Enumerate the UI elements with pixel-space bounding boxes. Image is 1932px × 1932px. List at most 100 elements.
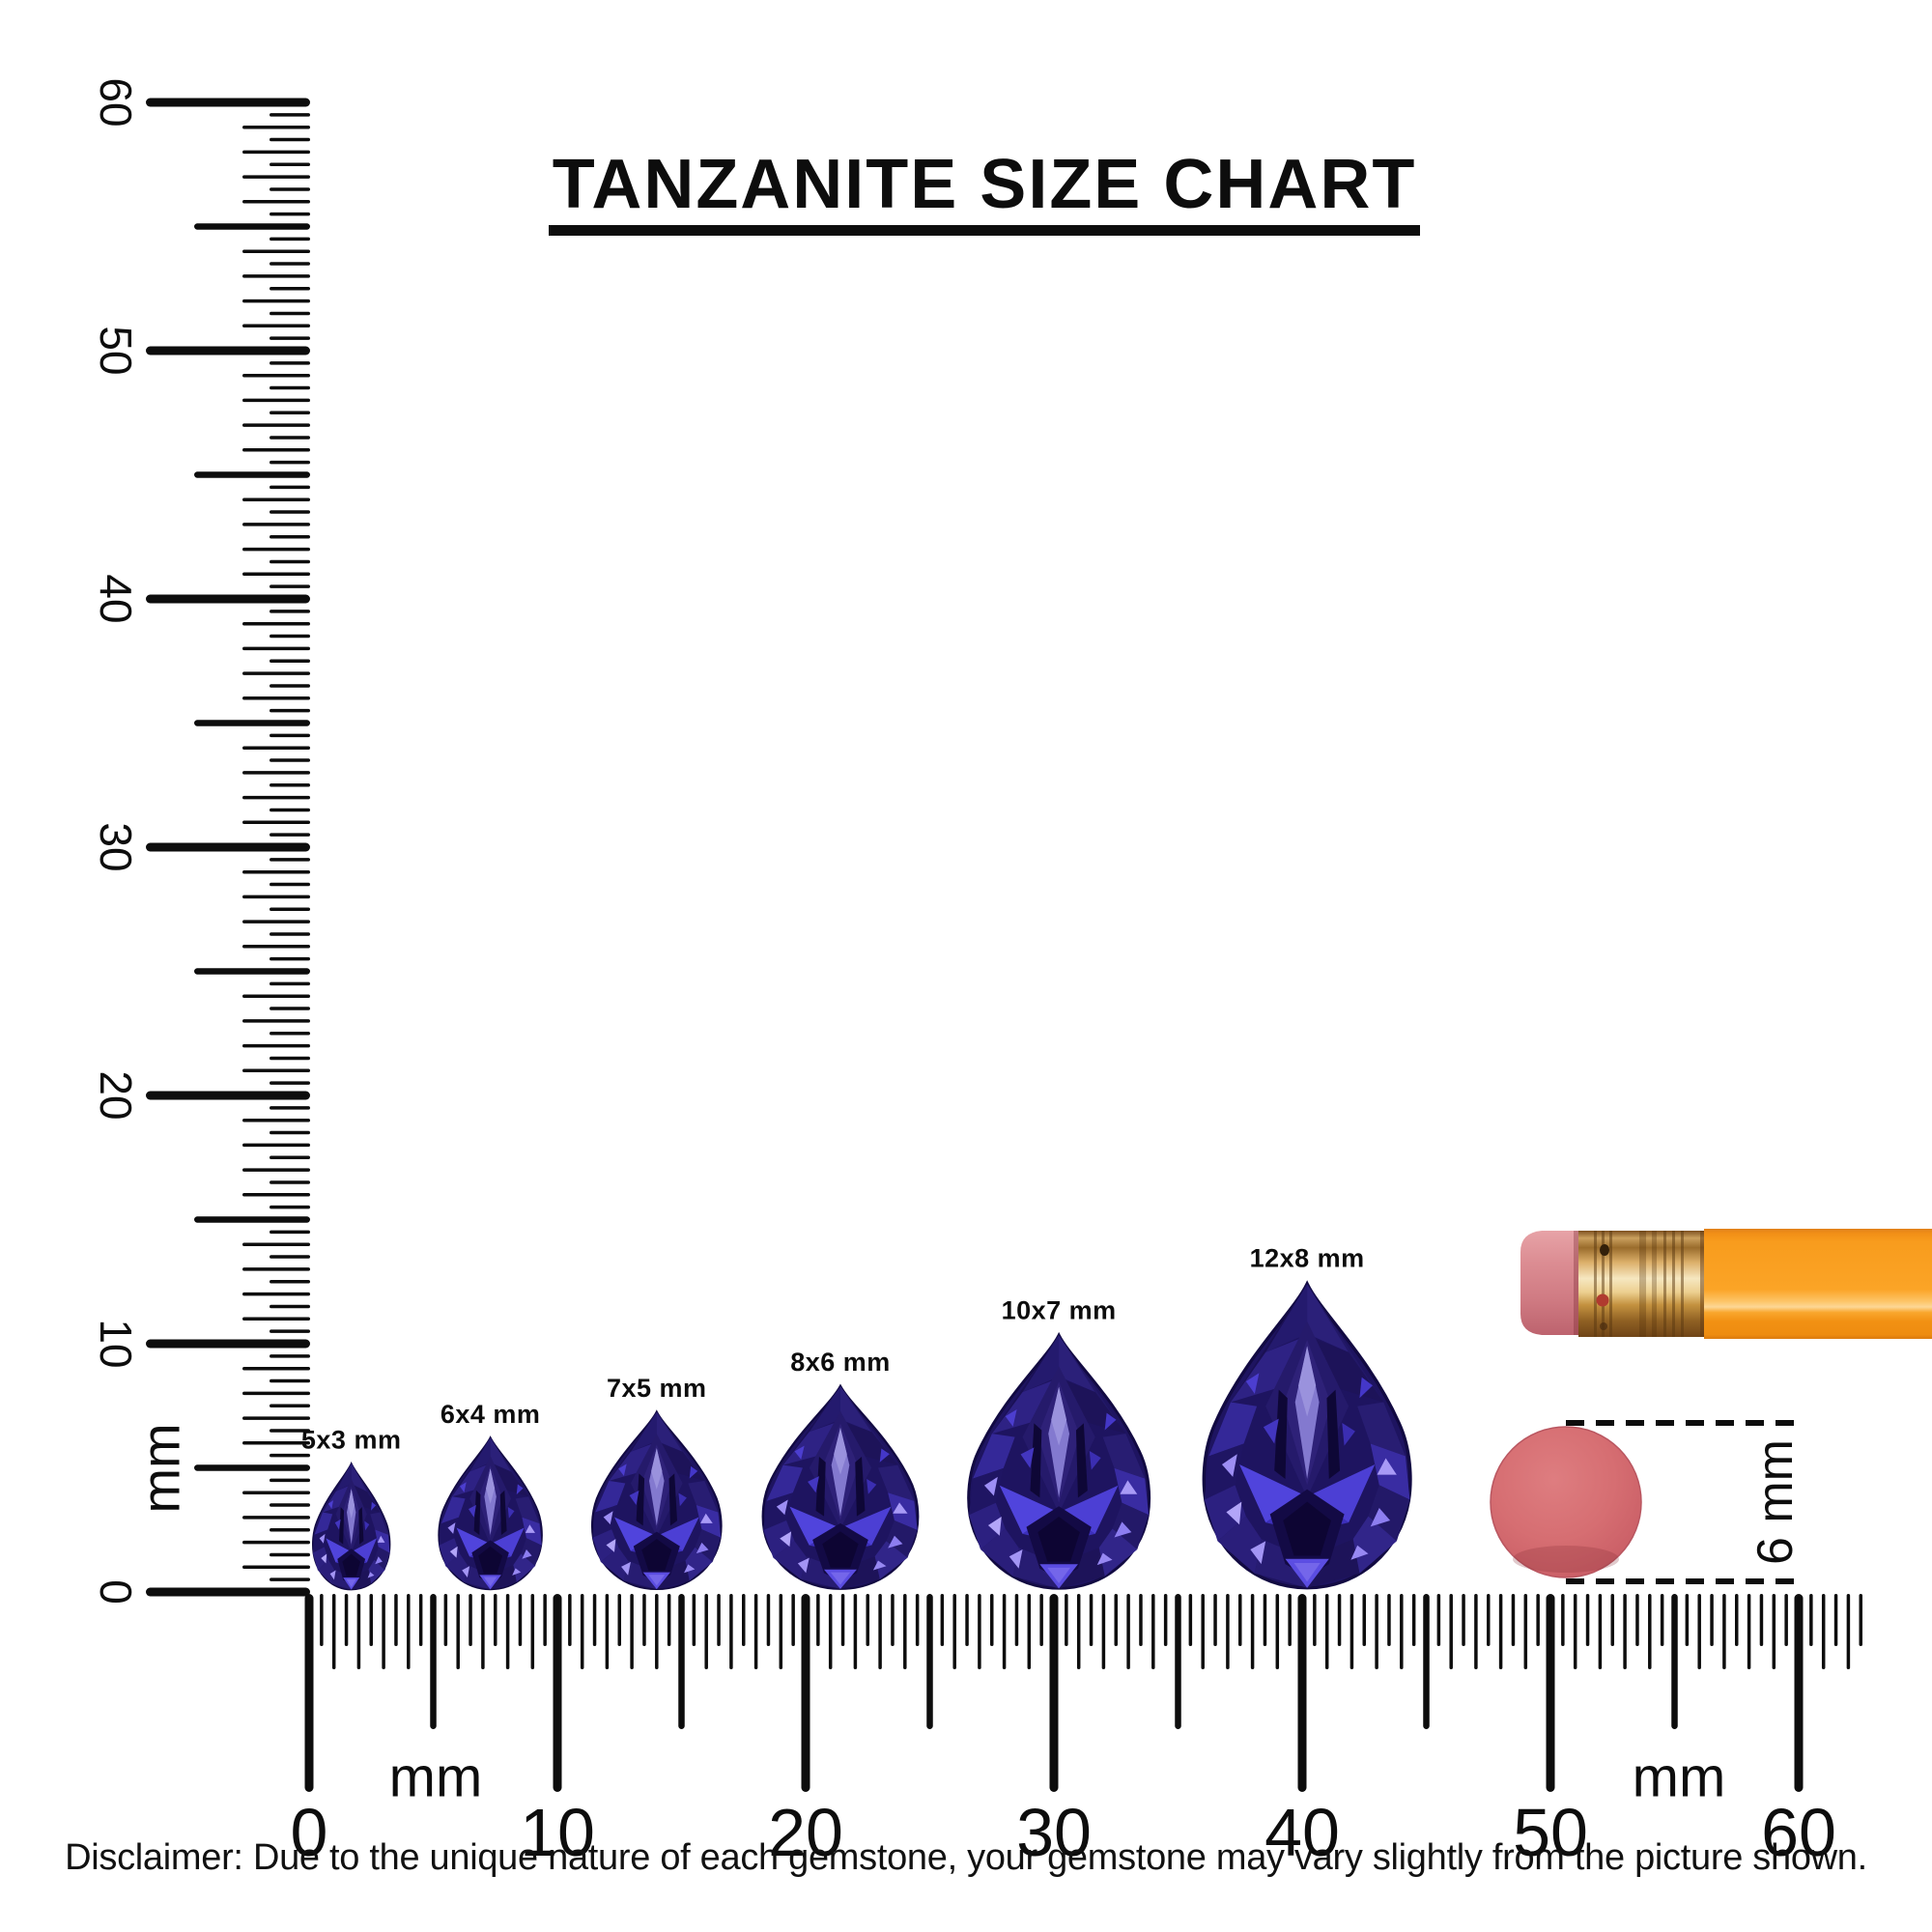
v-tick bbox=[242, 1516, 310, 1520]
h-tick bbox=[344, 1594, 349, 1646]
h-tick bbox=[801, 1594, 810, 1792]
v-tick bbox=[270, 684, 310, 688]
v-tick bbox=[242, 1267, 310, 1271]
v-tick bbox=[242, 869, 310, 874]
h-tick bbox=[568, 1594, 572, 1646]
v-ruler-number: 30 bbox=[91, 822, 141, 871]
v-tick bbox=[270, 1230, 310, 1235]
v-tick bbox=[242, 771, 310, 775]
gem-group bbox=[311, 1282, 1412, 1591]
ferrule-rivet-dark bbox=[1600, 1244, 1609, 1256]
gem-size-label: 12x8 mm bbox=[1250, 1244, 1365, 1273]
h-tick bbox=[1337, 1594, 1342, 1646]
h-tick bbox=[655, 1594, 659, 1669]
v-ruler-number: 40 bbox=[91, 574, 141, 623]
v-tick bbox=[270, 634, 310, 639]
h-tick bbox=[1188, 1594, 1193, 1646]
gem-size-label: 10x7 mm bbox=[1002, 1295, 1117, 1324]
h-tick bbox=[667, 1594, 671, 1646]
v-tick bbox=[242, 175, 310, 179]
v-tick bbox=[242, 448, 310, 452]
h-ruler-number: 40 bbox=[1264, 1795, 1340, 1870]
h-tick bbox=[605, 1594, 610, 1669]
h-tick bbox=[1671, 1594, 1678, 1729]
h-tick bbox=[1175, 1594, 1181, 1729]
h-tick bbox=[418, 1594, 423, 1646]
h-tick bbox=[1288, 1594, 1292, 1646]
v-tick bbox=[194, 223, 310, 230]
h-tick bbox=[1697, 1594, 1701, 1669]
h-tick bbox=[1536, 1594, 1540, 1646]
h-ruler-number: 60 bbox=[1761, 1795, 1836, 1870]
v-tick bbox=[194, 1464, 310, 1471]
h-tick bbox=[456, 1594, 460, 1669]
v-tick bbox=[242, 646, 310, 651]
v-tick bbox=[242, 994, 310, 998]
h-tick bbox=[1585, 1594, 1590, 1646]
v-tick bbox=[146, 98, 310, 107]
page-title-text: TANZANITE SIZE CHART bbox=[548, 150, 1421, 236]
v-tick bbox=[270, 1453, 310, 1458]
h-tick bbox=[1635, 1594, 1639, 1646]
gem-pear-shape bbox=[967, 1333, 1151, 1590]
v-tick bbox=[270, 1304, 310, 1309]
gem-pear-shape bbox=[761, 1384, 920, 1591]
h-tick bbox=[866, 1594, 869, 1646]
v-tick bbox=[270, 1056, 310, 1061]
h-tick bbox=[1263, 1594, 1267, 1646]
v-tick bbox=[242, 1391, 310, 1396]
h-tick bbox=[1027, 1594, 1032, 1669]
h-tick bbox=[692, 1594, 696, 1646]
h-tick bbox=[1710, 1594, 1714, 1646]
v-tick bbox=[242, 398, 310, 403]
h-tick bbox=[1114, 1594, 1118, 1646]
h-tick bbox=[1648, 1594, 1652, 1669]
h-tick bbox=[1126, 1594, 1130, 1669]
gem-7x5mm bbox=[590, 1410, 723, 1591]
v-tick bbox=[242, 1441, 310, 1445]
h-tick bbox=[304, 1594, 314, 1792]
v-tick bbox=[270, 336, 310, 340]
v-tick bbox=[270, 1378, 310, 1383]
h-tick bbox=[580, 1594, 584, 1669]
v-tick bbox=[270, 783, 310, 787]
v-tick bbox=[242, 895, 310, 899]
h-tick bbox=[1238, 1594, 1242, 1646]
h-tick bbox=[766, 1594, 771, 1646]
h-tick bbox=[1449, 1594, 1453, 1669]
h-tick bbox=[494, 1594, 497, 1646]
v-tick bbox=[270, 882, 310, 887]
h-ruler-number: 10 bbox=[520, 1795, 595, 1870]
h-tick bbox=[1226, 1594, 1230, 1669]
h-tick bbox=[394, 1594, 398, 1646]
h-tick bbox=[729, 1594, 733, 1669]
h-tick bbox=[1735, 1594, 1739, 1646]
gem-pear-shape bbox=[1202, 1282, 1412, 1590]
round-eraser-shadow bbox=[1513, 1546, 1619, 1573]
v-tick bbox=[242, 373, 310, 378]
v-tick bbox=[270, 311, 310, 316]
pencil-eraser bbox=[1520, 1231, 1578, 1335]
gem-size-labels: 5x3 mm 6x4 mm 7x5 mm 8x6 mm 10x7 mm 12x8 mm bbox=[301, 1244, 1365, 1455]
h-tick bbox=[1487, 1594, 1491, 1646]
v-tick bbox=[270, 1106, 310, 1110]
h-tick bbox=[1784, 1594, 1788, 1646]
h-tick bbox=[990, 1594, 994, 1646]
h-tick bbox=[369, 1594, 373, 1646]
h-tick bbox=[779, 1594, 783, 1669]
v-ruler-unit: mm bbox=[130, 1423, 191, 1513]
h-ruler-number: 30 bbox=[1016, 1795, 1092, 1870]
h-tick bbox=[430, 1594, 437, 1729]
h-tick bbox=[553, 1594, 562, 1792]
h-tick bbox=[891, 1594, 895, 1646]
ferrule-rivet-red bbox=[1596, 1293, 1609, 1307]
v-tick bbox=[270, 436, 310, 440]
v-tick bbox=[270, 1429, 310, 1433]
v-tick bbox=[270, 907, 310, 911]
v-tick bbox=[242, 920, 310, 923]
h-tick bbox=[331, 1594, 336, 1669]
v-tick bbox=[270, 1155, 310, 1159]
h-tick bbox=[1411, 1594, 1416, 1646]
gem-size-label: 7x5 mm bbox=[607, 1374, 707, 1403]
h-tick bbox=[1049, 1594, 1059, 1792]
